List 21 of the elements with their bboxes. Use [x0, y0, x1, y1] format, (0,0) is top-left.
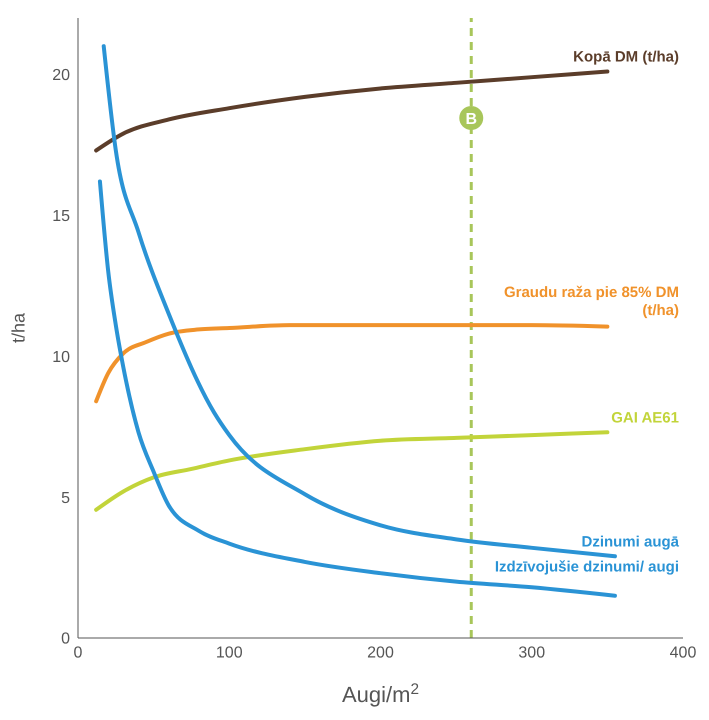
line-series	[94, 323, 610, 404]
x-tick-label: 200	[367, 644, 394, 662]
x-tick-label: 300	[518, 644, 546, 662]
x-axis-title: Augi/m$^{2}$	[342, 680, 420, 707]
y-tick-label: 5	[61, 490, 70, 507]
series-label: Kopā DM (t/ha)	[573, 48, 679, 66]
series-label: Izdzīvojušie dzinumi/ augi	[494, 558, 679, 576]
x-tick-label: 100	[216, 644, 243, 662]
series-label: Dzinumi augā	[581, 533, 680, 550]
ref-line-label: B	[465, 111, 478, 128]
y-axis-title: t/ha	[8, 312, 28, 344]
series-label: Graudu raža pie 85% DM (t/ha)	[504, 284, 679, 320]
line-series	[94, 70, 610, 152]
x-tick-label: 400	[670, 644, 696, 662]
line-series	[94, 430, 610, 512]
x-tick-label: 0	[74, 644, 83, 662]
y-tick-label: 0	[61, 630, 70, 648]
series-label: GAI AE61	[611, 409, 679, 426]
y-tick-label: 20	[52, 67, 70, 84]
y-tick-label: 15	[52, 208, 70, 225]
y-tick-label: 10	[52, 348, 70, 366]
